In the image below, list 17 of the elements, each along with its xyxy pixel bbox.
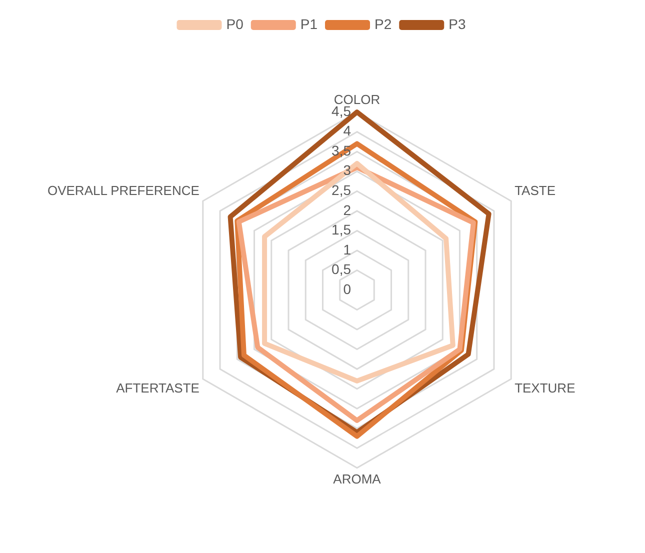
- spoke-label: TEXTURE: [514, 380, 576, 396]
- y-tick-label: 2,5: [332, 182, 352, 198]
- legend-label: P0: [226, 16, 244, 32]
- y-tick-label: 0: [343, 280, 352, 297]
- legend-label: P1: [300, 16, 318, 32]
- y-tick-label: 1,5: [332, 222, 352, 238]
- spoke-label: AFTERTASTE: [116, 380, 200, 396]
- y-tick-label: 2: [343, 202, 352, 218]
- y-tick-label: 1: [343, 241, 352, 258]
- y-tick-label: 3: [343, 162, 352, 178]
- legend-label: P2: [374, 16, 392, 32]
- legend-label: P3: [448, 16, 466, 32]
- spoke-label: AROMA: [333, 471, 382, 486]
- y-tick-label: 4: [343, 122, 352, 139]
- spoke-label: TASTE: [514, 182, 556, 198]
- spoke-label: OVERALL PREFERENCE: [47, 182, 200, 198]
- y-tick-label: 0,5: [332, 261, 352, 278]
